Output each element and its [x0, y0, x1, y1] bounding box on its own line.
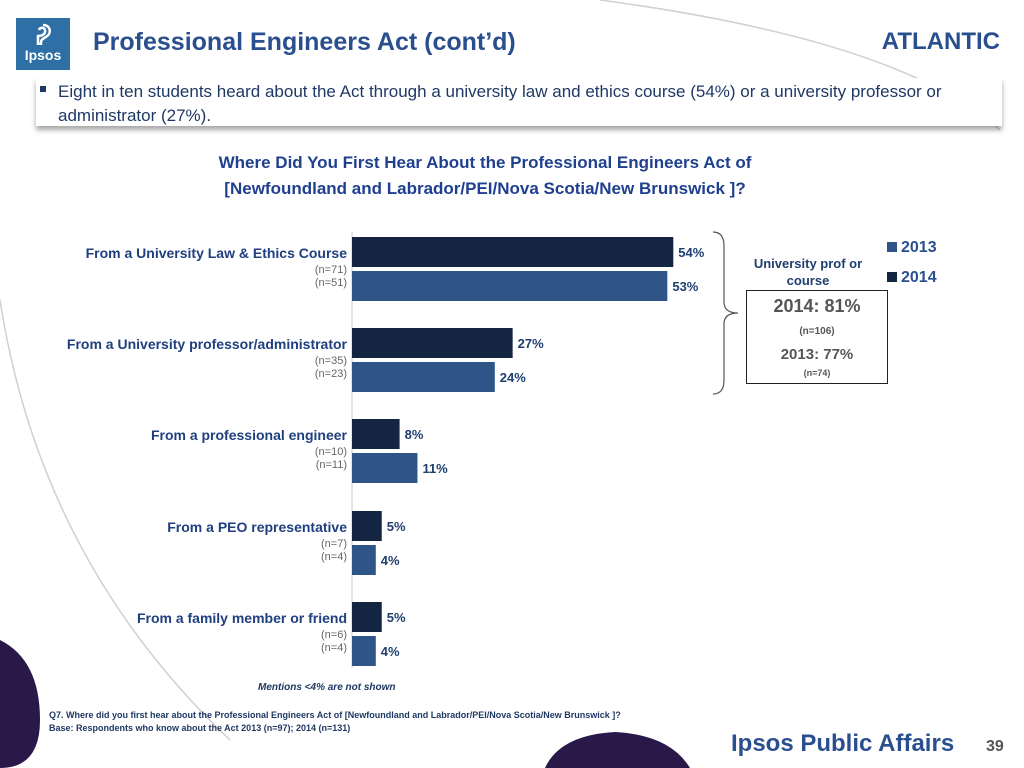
category-label: From a PEO representative — [167, 519, 347, 535]
legend-swatch-2013 — [887, 242, 897, 252]
bracket-shape — [712, 231, 739, 395]
callout-box: 2014: 81% (n=106) 2013: 77% (n=74) — [746, 290, 888, 384]
sample-size-2014: (n=35) — [315, 355, 347, 367]
legend-label-2013: 2013 — [901, 239, 937, 256]
data-label-2013: 53% — [672, 279, 698, 294]
bar-2014 — [352, 511, 382, 541]
bullet-square-icon — [40, 86, 46, 92]
data-label-2014: 8% — [405, 427, 424, 442]
region-label: ATLANTIC — [881, 28, 1000, 55]
data-label-2013: 11% — [422, 461, 448, 476]
data-label-2014: 54% — [678, 245, 704, 260]
logo-text: Ipsos — [24, 47, 62, 63]
page-number: 39 — [986, 738, 1004, 755]
data-label-2013: 4% — [381, 553, 400, 568]
bar-2014 — [352, 602, 382, 632]
callout-2013-n: (n=74) — [803, 368, 831, 378]
sample-size-2013: (n=51) — [315, 277, 347, 289]
page-title: Professional Engineers Act (cont’d) — [93, 28, 516, 56]
summary-text: Eight in ten students heard about the Ac… — [58, 82, 942, 125]
ipsos-logo: Ipsos — [16, 18, 70, 70]
brand-footer: Ipsos Public Affairs — [731, 730, 955, 757]
legend-item-2014: 2014 — [887, 269, 937, 287]
bar-2013 — [352, 636, 376, 666]
bar-2013 — [352, 362, 495, 392]
callout-2014-value: 2014: 81% — [773, 296, 861, 316]
callout-2013-value: 2013: 77% — [780, 346, 854, 363]
summary-box: Eight in ten students heard about the Ac… — [36, 78, 1002, 126]
category-label: From a professional engineer — [151, 427, 348, 443]
bar-2013 — [352, 271, 668, 301]
ipsos-logo-mark-icon — [36, 23, 51, 45]
sample-size-2014: (n=6) — [321, 629, 347, 641]
sample-size-2013: (n=4) — [321, 642, 347, 654]
legend-item-2013: 2013 — [887, 239, 937, 257]
bar-2013 — [352, 453, 418, 483]
data-label-2014: 5% — [387, 610, 406, 625]
bar-2014 — [352, 328, 513, 358]
category-label: From a University professor/administrato… — [67, 336, 348, 352]
category-label: From a family member or friend — [137, 610, 347, 626]
legend-swatch-2014 — [887, 272, 897, 282]
data-label-2014: 27% — [518, 336, 544, 351]
sample-size-2014: (n=7) — [321, 538, 347, 550]
data-label-2013: 4% — [381, 644, 400, 659]
sample-size-2013: (n=11) — [316, 459, 347, 471]
legend-label-2014: 2014 — [901, 269, 937, 286]
question-note: Q7. Where did you first hear about the P… — [49, 709, 621, 735]
sample-size-2014: (n=71) — [315, 264, 347, 276]
bar-2014 — [352, 237, 674, 267]
sample-size-2013: (n=4) — [321, 551, 347, 563]
bar-2013 — [352, 545, 376, 575]
data-label-2014: 5% — [387, 519, 406, 534]
callout-heading: University prof or course — [753, 256, 863, 288]
sample-size-2013: (n=23) — [315, 368, 347, 380]
callout-2014-n: (n=106) — [799, 326, 835, 337]
sample-size-2014: (n=10) — [315, 446, 347, 458]
category-label: From a University Law & Ethics Course — [86, 245, 348, 261]
base-note: Base: Respondents who know about the Act… — [49, 723, 351, 733]
mentions-note: Mentions <4% are not shown — [258, 682, 396, 693]
question-text-note: Q7. Where did you first hear about the P… — [49, 710, 621, 720]
chart-title: Where Did You First Hear About the Profe… — [218, 153, 752, 198]
bar-2014 — [352, 419, 400, 449]
data-label-2013: 24% — [500, 370, 526, 385]
